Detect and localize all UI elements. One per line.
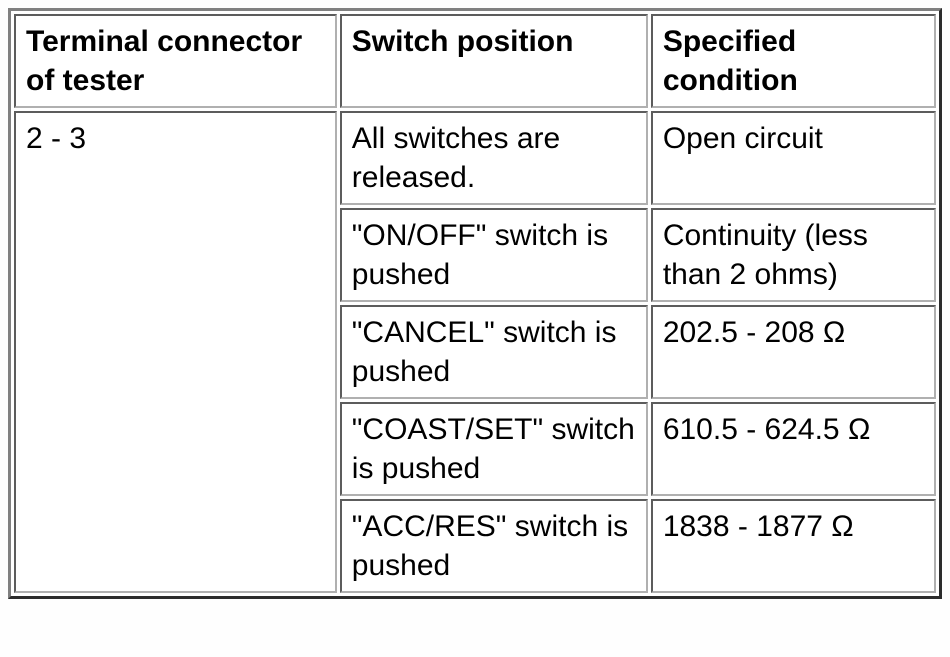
cell-switch-position: All switches are released. bbox=[340, 111, 648, 205]
column-header-specified-condition: Specified condition bbox=[651, 14, 936, 108]
cell-terminal: 2 - 3 bbox=[14, 111, 337, 593]
cell-switch-position: "COAST/SET" switch is pushed bbox=[340, 402, 648, 496]
table-header-row: Terminal connector of tester Switch posi… bbox=[14, 14, 936, 108]
cell-specified-condition: Open circuit bbox=[651, 111, 936, 205]
specification-table: Terminal connector of tester Switch posi… bbox=[8, 8, 942, 599]
column-header-terminal: Terminal connector of tester bbox=[14, 14, 337, 108]
cell-specified-condition: Continuity (less than 2 ohms) bbox=[651, 208, 936, 302]
cell-switch-position: "CANCEL" switch is pushed bbox=[340, 305, 648, 399]
cell-switch-position: "ON/OFF" switch is pushed bbox=[340, 208, 648, 302]
column-header-switch-position: Switch position bbox=[340, 14, 648, 108]
cell-specified-condition: 610.5 - 624.5 Ω bbox=[651, 402, 936, 496]
cell-specified-condition: 202.5 - 208 Ω bbox=[651, 305, 936, 399]
table-row: 2 - 3 All switches are released. Open ci… bbox=[14, 111, 936, 205]
cell-specified-condition: 1838 - 1877 Ω bbox=[651, 499, 936, 593]
cell-switch-position: "ACC/RES" switch is pushed bbox=[340, 499, 648, 593]
